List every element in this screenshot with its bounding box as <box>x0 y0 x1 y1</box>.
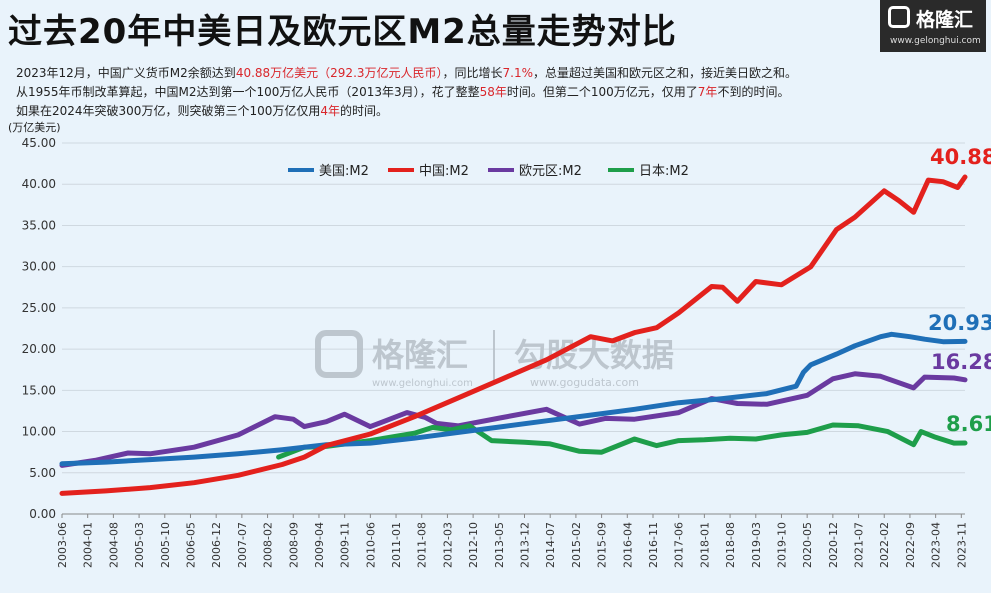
watermark-logo-icon <box>315 330 363 378</box>
series-line-usa <box>59 331 968 467</box>
x-tick-label: 2011-08 <box>416 522 429 568</box>
series-lines <box>59 174 968 496</box>
text-run: 的时间。 <box>340 104 389 118</box>
watermark-url: www.gelonghui.com <box>372 378 473 389</box>
page-title: 过去20年中美日及欧元区M2总量走势对比 <box>8 12 677 52</box>
y-tick-label: 10.00 <box>22 425 56 439</box>
text-run: 不到的时间。 <box>717 85 790 99</box>
x-tick-label: 2013-05 <box>493 522 506 568</box>
x-tick-label: 2009-04 <box>313 522 326 568</box>
x-tick-label: 2021-07 <box>853 522 866 568</box>
y-tick-label: 30.00 <box>22 260 56 274</box>
x-axis: 2003-06 2004-01 2004-08 2005-03 2005-10 2006-… <box>56 514 968 568</box>
logo-icon <box>888 6 910 28</box>
watermark-name: 格隆汇 <box>372 336 468 374</box>
description-line-3: 如果在2024年突破300万亿，则突破第三个100万亿仅用4年的时间。 <box>16 102 388 119</box>
x-tick-label: 2008-02 <box>262 522 275 568</box>
x-tick-label: 2012-03 <box>441 522 454 568</box>
y-tick-label: 5.00 <box>29 466 56 480</box>
y-tick-label: 35.00 <box>22 218 56 232</box>
y-tick-label: 45.00 <box>22 136 56 150</box>
logo-url: www.gelonghui.com <box>890 36 981 46</box>
logo-name: 格隆汇 <box>916 9 974 31</box>
x-tick-label: 2015-09 <box>596 522 609 568</box>
text-run-highlight: 40.88万亿美元（292.3万亿元人民币） <box>235 66 443 80</box>
series-line-japan <box>276 422 968 460</box>
x-tick-label: 2019-03 <box>750 522 763 568</box>
watermark: 格隆汇 www.gelonghui.com 勾股大数据 www.gogudata… <box>315 330 674 389</box>
x-tick-label: 2004-01 <box>82 522 95 568</box>
text-run-highlight: 4年 <box>320 104 340 118</box>
y-tick-label: 25.00 <box>22 301 56 315</box>
brand-logo: 格隆汇 www.gelonghui.com <box>880 0 986 52</box>
x-tick-label: 2006-05 <box>184 522 197 568</box>
x-tick-label: 2009-11 <box>339 522 352 568</box>
text-run: 从1955年币制改革算起，中国M2达到第一个100万亿人民币（2013年3月），… <box>16 85 480 99</box>
x-tick-label: 2010-06 <box>364 522 377 568</box>
x-tick-label: 2018-01 <box>698 522 711 568</box>
series-line-euro <box>59 371 968 468</box>
y-axis-unit: (万亿美元) <box>8 121 61 134</box>
x-tick-label: 2014-07 <box>544 522 557 568</box>
description-line-1: 2023年12月，中国广义货币M2余额达到40.88万亿美元（292.3万亿元人… <box>16 64 797 81</box>
x-tick-label: 2020-12 <box>827 522 840 568</box>
end-value-label-japan: 8.61 <box>946 412 991 436</box>
x-tick-label: 2011-01 <box>390 522 403 568</box>
x-tick-label: 2003-06 <box>56 522 69 568</box>
text-run: 2023年12月，中国广义货币M2余额达到 <box>16 66 236 80</box>
x-tick-label: 2020-05 <box>801 522 814 568</box>
y-tick-label: 20.00 <box>22 342 56 356</box>
watermark-url-2: www.gogudata.com <box>530 376 639 389</box>
text-run-highlight: 7年 <box>697 85 718 99</box>
text-run-highlight: 58年 <box>479 85 507 99</box>
end-value-label-china: 40.88 <box>930 145 991 169</box>
y-axis: 0.00 5.00 10.00 15.00 20.00 25.00 30.00 35.00 40… <box>22 136 56 521</box>
text-run: 如果在2024年突破300万亿，则突破第三个100万亿仅用 <box>16 104 321 118</box>
series-line-china <box>59 174 968 496</box>
y-tick-label: 40.00 <box>22 177 56 191</box>
x-tick-label: 2018-08 <box>724 522 737 568</box>
x-tick-label: 2013-12 <box>519 522 532 568</box>
x-tick-label: 2012-10 <box>467 522 480 568</box>
x-tick-label: 2015-02 <box>570 522 583 568</box>
x-tick-label: 2023-04 <box>930 522 943 568</box>
end-value-label-euro: 16.28 <box>931 350 991 374</box>
legend-label: 欧元区:M2 <box>519 164 582 179</box>
x-tick-label: 2007-07 <box>236 522 249 568</box>
end-value-label-usa: 20.93 <box>928 311 991 335</box>
text-run: ，总量超过美国和欧元区之和，接近美日欧之和。 <box>533 66 798 80</box>
end-labels: 20.93 40.88 16.28 8.61 <box>928 145 991 436</box>
x-tick-label: 2008-09 <box>287 522 300 568</box>
x-tick-label: 2016-04 <box>621 522 634 568</box>
legend-label: 日本:M2 <box>639 164 689 179</box>
x-tick-label: 2019-10 <box>775 522 788 568</box>
y-tick-label: 0.00 <box>29 507 56 521</box>
description-line-2: 从1955年币制改革算起，中国M2达到第一个100万亿人民币（2013年3月），… <box>16 83 789 100</box>
legend-label: 美国:M2 <box>319 164 369 179</box>
text-run: ，同比增长 <box>442 66 503 80</box>
x-tick-label: 2022-09 <box>904 522 917 568</box>
x-tick-label: 2005-10 <box>159 522 172 568</box>
watermark-name-2: 勾股大数据 <box>514 336 674 374</box>
x-tick-label: 2016-11 <box>647 522 660 568</box>
x-tick-label: 2023-11 <box>955 522 968 568</box>
x-tick-label: 2005-03 <box>133 522 146 568</box>
text-run-highlight: 7.1% <box>502 66 534 80</box>
text-run: 时间。但第二个100万亿元，仅用了 <box>506 85 698 99</box>
x-tick-label: 2006-12 <box>210 522 223 568</box>
legend: 美国:M2 中国:M2 欧元区:M2 日本:M2 <box>288 164 689 179</box>
y-tick-label: 15.00 <box>22 383 56 397</box>
x-tick-label: 2022-02 <box>878 522 891 568</box>
x-tick-label: 2017-06 <box>673 522 686 568</box>
x-tick-label: 2004-08 <box>107 522 120 568</box>
legend-label: 中国:M2 <box>419 164 469 179</box>
